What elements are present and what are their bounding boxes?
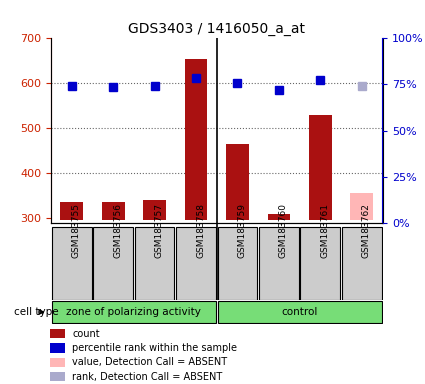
Text: value, Detection Call = ABSENT: value, Detection Call = ABSENT (72, 358, 227, 367)
Bar (184, 59, 207, 220)
Bar (50, 358, 65, 367)
Bar (102, 202, 125, 220)
Text: GSM183759: GSM183759 (238, 203, 246, 258)
Bar (267, 214, 290, 220)
Text: rank, Detection Call = ABSENT: rank, Detection Call = ABSENT (72, 372, 223, 382)
Text: control: control (281, 307, 318, 317)
FancyBboxPatch shape (52, 301, 216, 323)
Bar (309, 115, 332, 220)
Bar (143, 200, 166, 220)
Bar (50, 343, 65, 353)
Bar (60, 202, 83, 220)
Bar (50, 372, 65, 381)
FancyBboxPatch shape (259, 227, 299, 300)
Text: count: count (72, 329, 100, 339)
Text: zone of polarizing activity: zone of polarizing activity (66, 307, 201, 317)
Text: GSM183761: GSM183761 (320, 203, 329, 258)
Text: GSM183757: GSM183757 (155, 203, 164, 258)
Title: GDS3403 / 1416050_a_at: GDS3403 / 1416050_a_at (128, 22, 305, 36)
Text: cell type: cell type (14, 307, 58, 317)
Bar (226, 144, 249, 220)
Text: GSM183756: GSM183756 (113, 203, 122, 258)
Text: GSM183755: GSM183755 (72, 203, 81, 258)
FancyBboxPatch shape (176, 227, 216, 300)
Text: GSM183758: GSM183758 (196, 203, 205, 258)
Text: GSM183762: GSM183762 (362, 203, 371, 258)
FancyBboxPatch shape (52, 227, 92, 300)
FancyBboxPatch shape (218, 227, 258, 300)
Bar (350, 194, 373, 220)
Text: GSM183760: GSM183760 (279, 203, 288, 258)
FancyBboxPatch shape (218, 301, 382, 323)
FancyBboxPatch shape (342, 227, 382, 300)
FancyBboxPatch shape (300, 227, 340, 300)
Bar (50, 329, 65, 338)
FancyBboxPatch shape (135, 227, 175, 300)
Text: percentile rank within the sample: percentile rank within the sample (72, 343, 238, 353)
FancyBboxPatch shape (93, 227, 133, 300)
